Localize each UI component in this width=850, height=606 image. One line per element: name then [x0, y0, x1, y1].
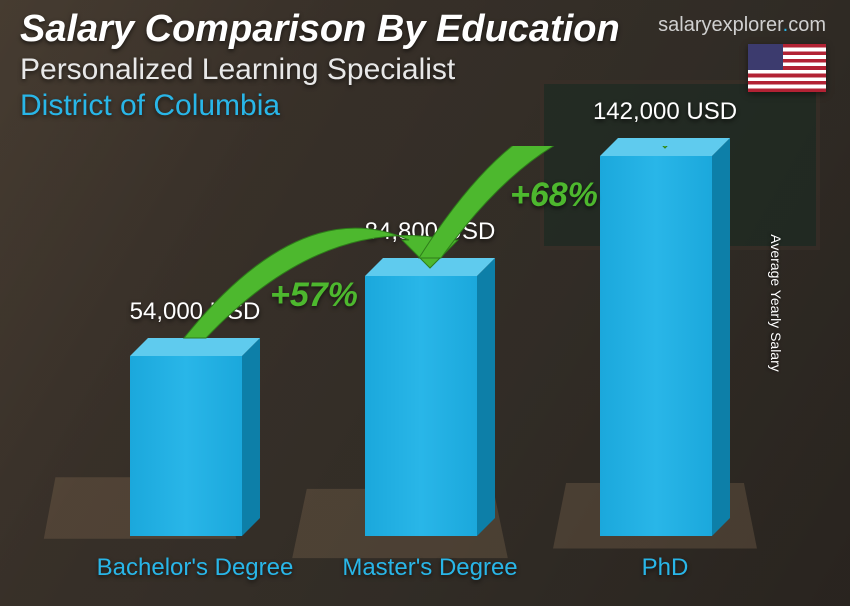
increase-pct: +68%: [510, 176, 598, 215]
job-title: Personalized Learning Specialist: [20, 53, 830, 87]
brand-pre: salaryexplorer: [658, 14, 783, 36]
flag-icon: [748, 44, 826, 92]
increase-arrow-1: +68%: [0, 146, 850, 606]
salary-chart: 54,000 USDBachelor's Degree84,800 USDMas…: [0, 146, 850, 606]
brand-logo: salaryexplorer.com: [658, 14, 826, 37]
bar-value: 142,000 USD: [565, 98, 765, 126]
brand-post: com: [788, 14, 826, 36]
